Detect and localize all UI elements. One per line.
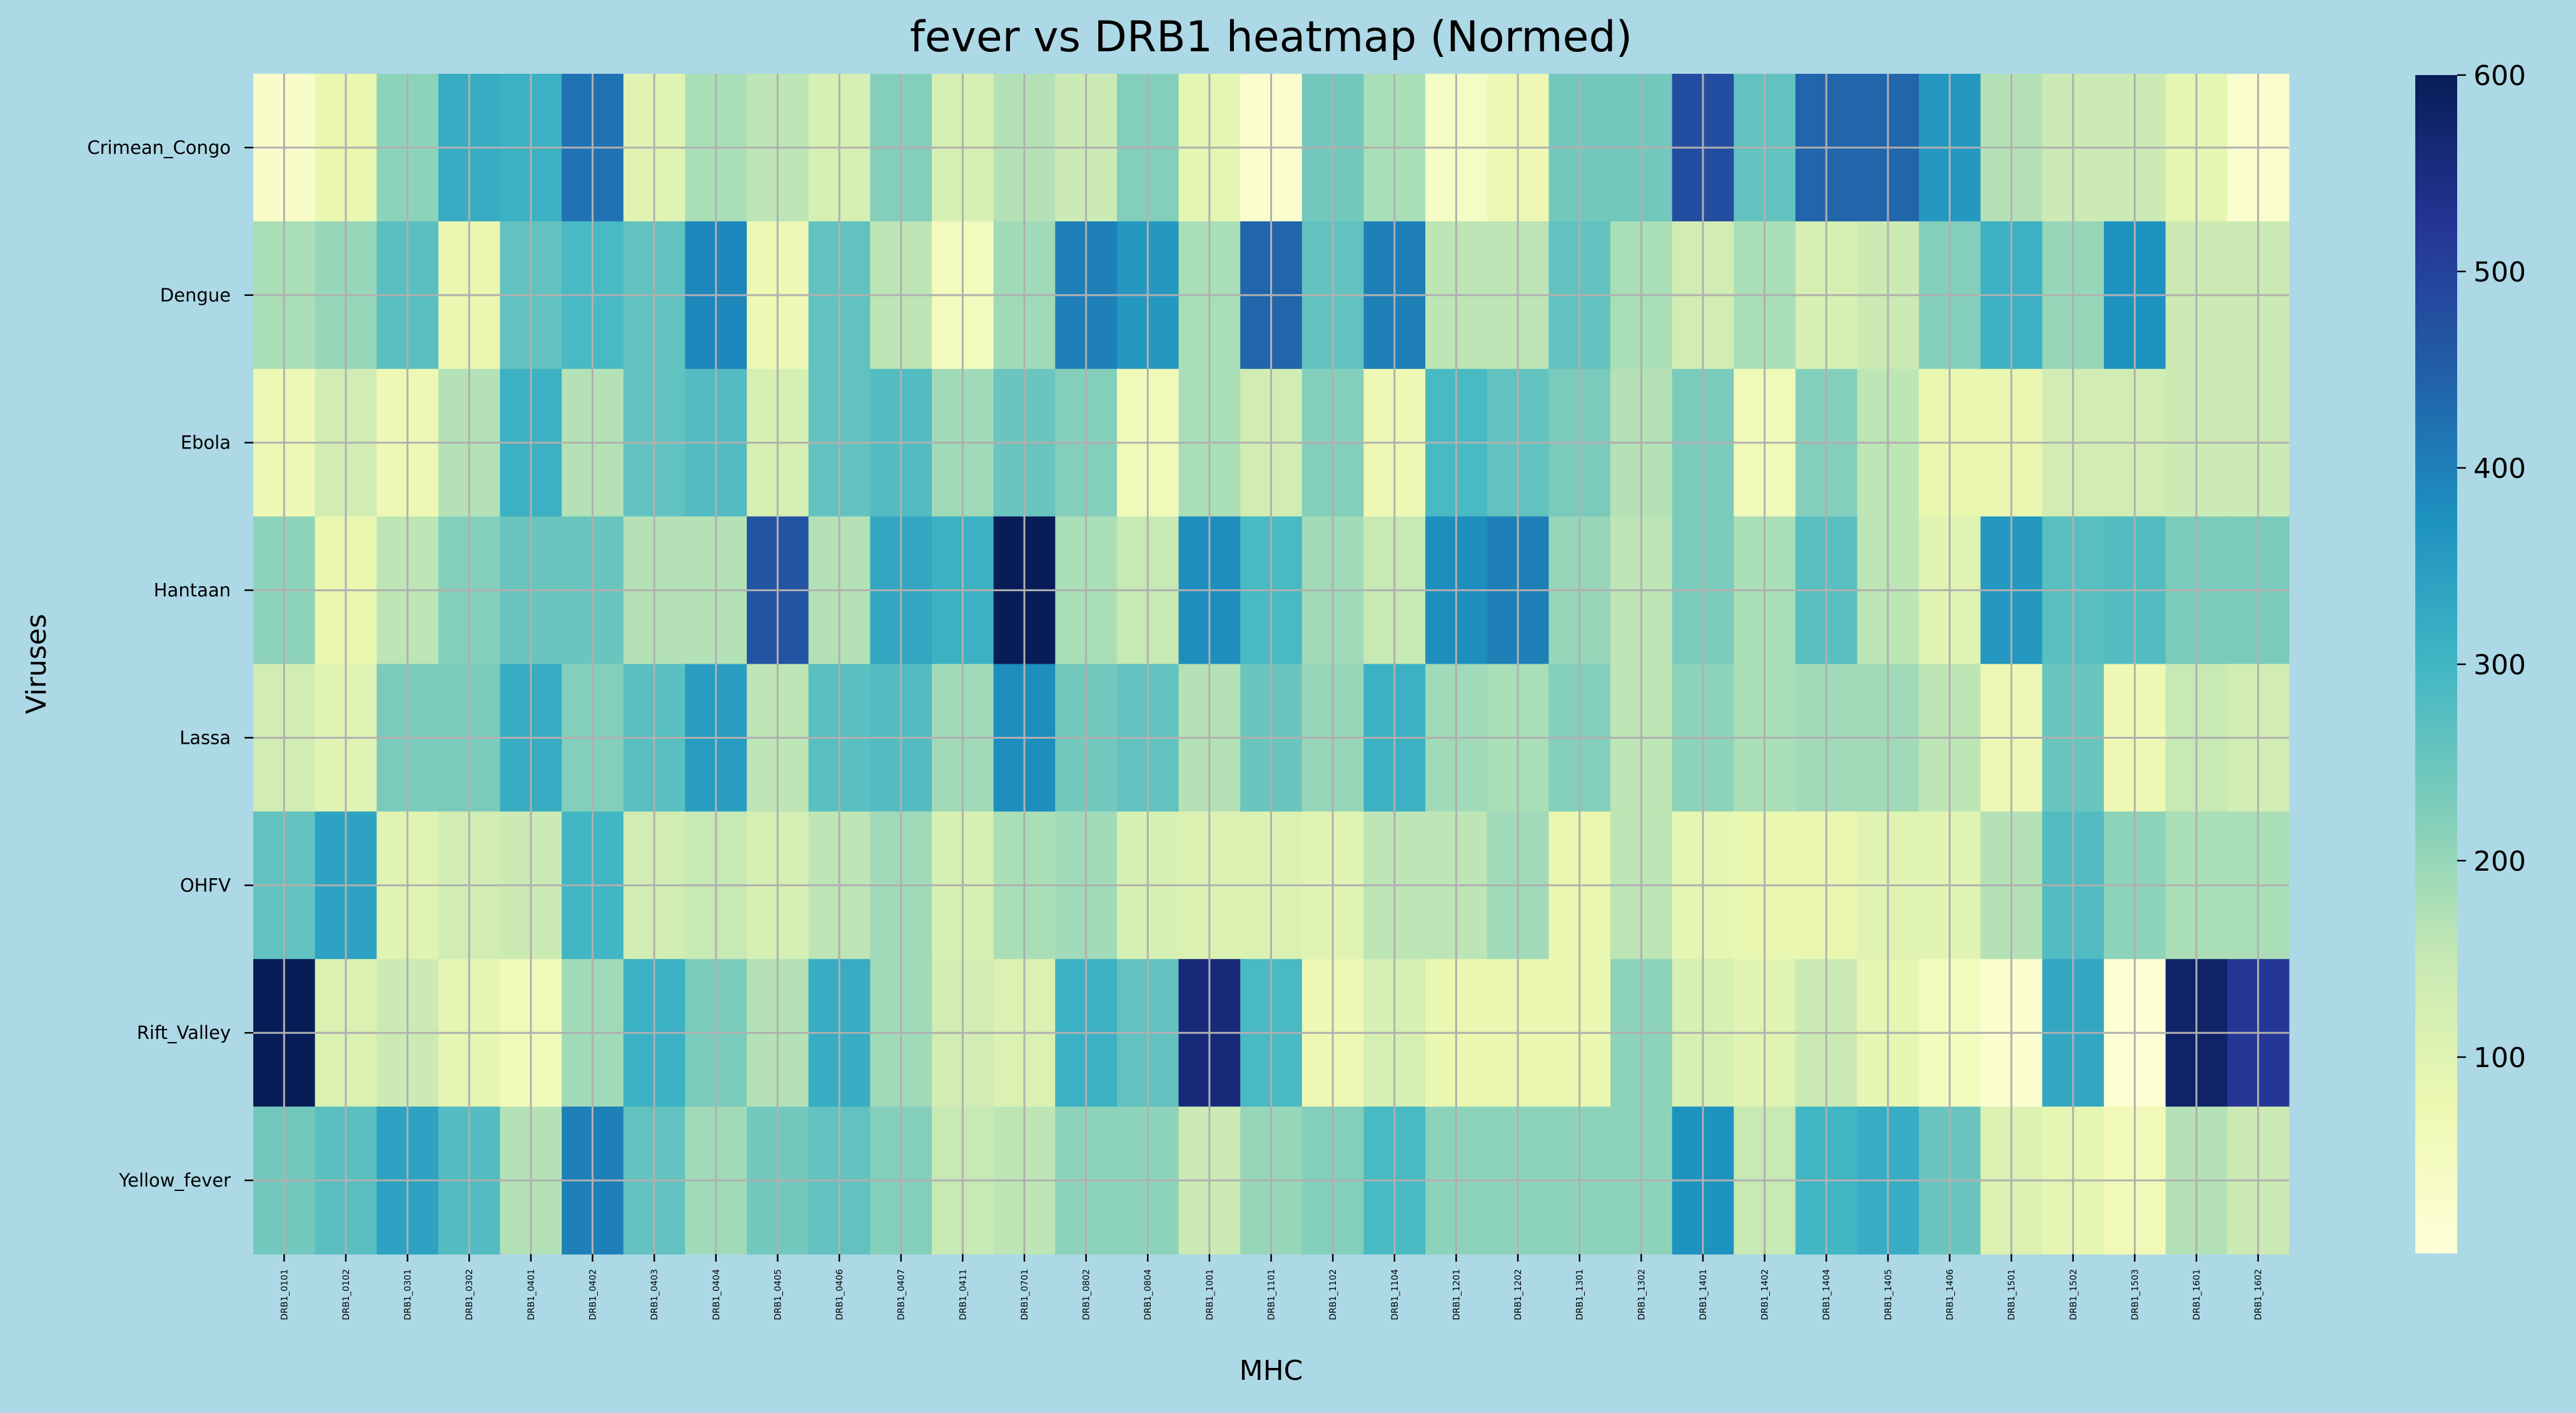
y-tick-label: Crimean_Congo	[88, 137, 231, 158]
x-tick-label: DRB1_1402	[1760, 1269, 1770, 1320]
x-tick-label: DRB1_1202	[1513, 1269, 1523, 1320]
x-tick-label: DRB1_1102	[1328, 1269, 1338, 1320]
colorbar: 100 200 300 400 500 600	[2415, 60, 2526, 1253]
x-tick-label: DRB1_1001	[1205, 1269, 1215, 1320]
colorbar-tick-label: 300	[2473, 649, 2526, 681]
x-tick-label: DRB1_1404	[1822, 1269, 1832, 1320]
x-tick-label: DRB1_1201	[1452, 1269, 1462, 1320]
x-tick-label: DRB1_0403	[650, 1269, 660, 1320]
y-tick-label: Yellow_fever	[118, 1170, 231, 1191]
y-tick-label: Hantaan	[154, 580, 231, 601]
x-tick-label: DRB1_1302	[1637, 1269, 1647, 1320]
x-tick-label: DRB1_0301	[403, 1269, 413, 1320]
x-axis: DRB1_0101 DRB1_0102 DRB1_0301 DRB1_0302 DRB1…	[280, 1254, 2264, 1320]
x-tick-label: DRB1_0401	[527, 1269, 537, 1320]
x-tick-label: DRB1_1301	[1575, 1269, 1585, 1320]
x-tick-label: DRB1_1101	[1267, 1269, 1277, 1320]
x-tick-label: DRB1_0102	[341, 1269, 351, 1320]
x-tick-label: DRB1_1501	[2007, 1269, 2017, 1320]
y-tick-label: Ebola	[181, 432, 231, 453]
x-axis-label: MHC	[1240, 1355, 1303, 1387]
y-tick-label: Lassa	[179, 727, 231, 748]
x-tick-label: DRB1_0302	[465, 1269, 475, 1320]
x-tick-label: DRB1_0411	[958, 1269, 968, 1320]
colorbar-tick-label: 100	[2473, 1042, 2526, 1074]
colorbar-tick-label: 400	[2473, 453, 2526, 485]
colorbar-gradient	[2415, 75, 2457, 1253]
x-tick-label: DRB1_0802	[1082, 1269, 1092, 1320]
x-tick-label: DRB1_1405	[1884, 1269, 1894, 1320]
y-axis-label: Viruses	[21, 614, 53, 714]
x-tick-label: DRB1_1602	[2254, 1269, 2264, 1320]
x-tick-label: DRB1_0101	[280, 1269, 290, 1320]
x-tick-label: DRB1_1503	[2130, 1269, 2140, 1320]
x-tick-label: DRB1_0701	[1020, 1269, 1030, 1320]
colorbar-tick-label: 200	[2473, 846, 2526, 878]
y-tick-label: OHFV	[180, 874, 231, 896]
y-tick-label: Dengue	[160, 285, 231, 306]
x-tick-label: DRB1_0407	[897, 1269, 907, 1320]
colorbar-tick-label: 600	[2473, 60, 2526, 92]
x-tick-label: DRB1_1401	[1699, 1269, 1709, 1320]
x-tick-label: DRB1_0406	[835, 1269, 845, 1320]
x-tick-label: DRB1_0402	[588, 1269, 599, 1320]
grid-lines	[253, 74, 2289, 1254]
x-tick-label: DRB1_0405	[773, 1269, 783, 1320]
x-tick-label: DRB1_1104	[1390, 1269, 1400, 1320]
x-tick-label: DRB1_1502	[2069, 1269, 2079, 1320]
y-axis: Crimean_Congo Dengue Ebola Hantaan Lassa OHFV…	[88, 137, 253, 1191]
chart-title: fever vs DRB1 heatmap (Normed)	[910, 13, 1632, 62]
colorbar-tick-label: 500	[2473, 256, 2526, 288]
x-tick-label: DRB1_0804	[1143, 1269, 1153, 1320]
x-tick-label: DRB1_1601	[2192, 1269, 2202, 1320]
x-tick-label: DRB1_0404	[712, 1269, 722, 1320]
y-tick-label: Rift_Valley	[137, 1022, 231, 1043]
x-tick-label: DRB1_1406	[1946, 1269, 1956, 1320]
